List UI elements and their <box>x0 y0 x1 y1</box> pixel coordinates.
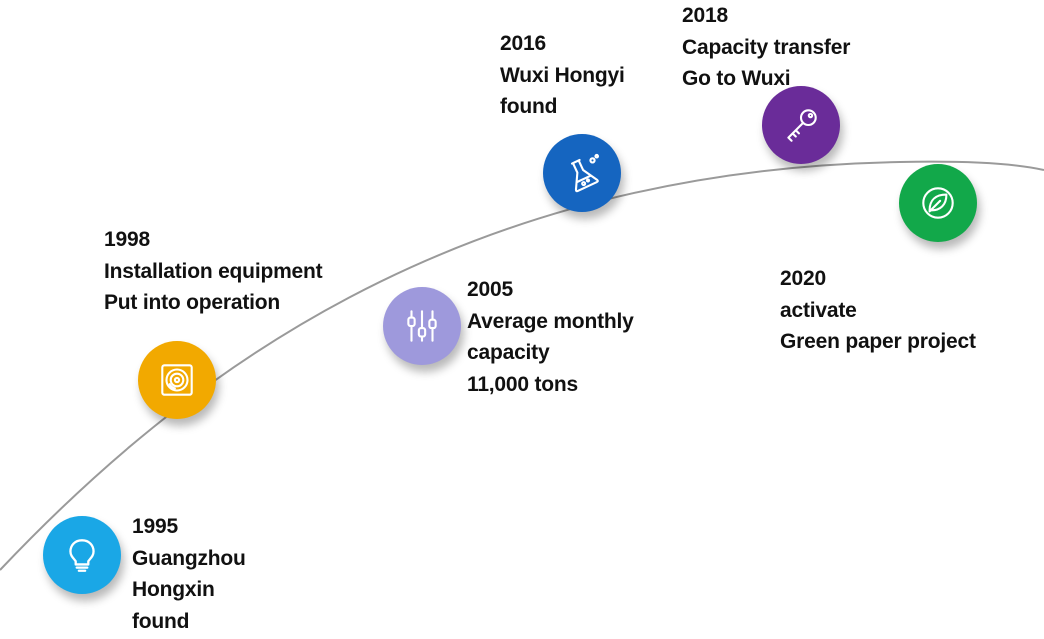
disc-icon <box>161 364 193 396</box>
milestone-2016-icon-circle <box>543 134 621 212</box>
milestone-1995-icon-circle <box>43 516 121 594</box>
milestone-text-line: capacity <box>467 341 550 364</box>
milestone-text-line: Put into operation <box>104 291 281 314</box>
leaf-icon <box>922 187 954 219</box>
milestone-year: 1995 <box>132 515 178 538</box>
milestone-2005-icon-circle <box>383 287 461 365</box>
milestone-text-line: Capacity transfer <box>682 35 851 59</box>
milestone-text-line: Wuxi Hongyi <box>500 63 625 87</box>
milestone-text-line: 11,000 tons <box>467 372 579 396</box>
key-icon <box>787 109 817 142</box>
milestone-1995-label: 1995 Guangzhou Hongxin found <box>132 511 246 637</box>
milestone-text-line: found <box>500 95 558 118</box>
milestone-2005-label: 2005 Average monthly capacity 11,000 ton… <box>467 274 634 400</box>
milestone-text-line: Hongxin <box>132 578 215 601</box>
sliders-icon <box>407 310 437 342</box>
milestone-text-line: Installation equipment <box>104 259 323 283</box>
lightbulb-icon <box>69 539 95 572</box>
milestone-2018-icon-circle <box>762 86 840 164</box>
milestone-text-line: activate <box>780 298 857 322</box>
milestone-text-line: Green paper project <box>780 330 976 353</box>
milestone-1998-icon-circle <box>138 341 216 419</box>
flask-icon <box>570 153 600 193</box>
milestone-2018-label: 2018 Capacity transfer Go to Wuxi <box>682 0 850 95</box>
milestone-text-line: Average monthly <box>467 309 634 333</box>
milestone-year: 1998 <box>104 228 150 251</box>
milestone-year: 2018 <box>682 4 728 27</box>
milestone-2020-label: 2020 activate Green paper project <box>780 263 976 358</box>
milestone-2020-icon-circle <box>899 164 977 242</box>
milestone-2016-label: 2016 Wuxi Hongyi found <box>500 28 625 123</box>
milestone-year: 2005 <box>467 278 513 301</box>
milestone-year: 2016 <box>500 32 546 55</box>
milestone-text-line: Guangzhou <box>132 546 246 570</box>
milestone-text-line: found <box>132 609 190 633</box>
milestone-year: 2020 <box>780 267 826 290</box>
milestone-text-line: Go to Wuxi <box>682 67 791 90</box>
milestone-1998-label: 1998 Installation equipment Put into ope… <box>104 224 323 319</box>
